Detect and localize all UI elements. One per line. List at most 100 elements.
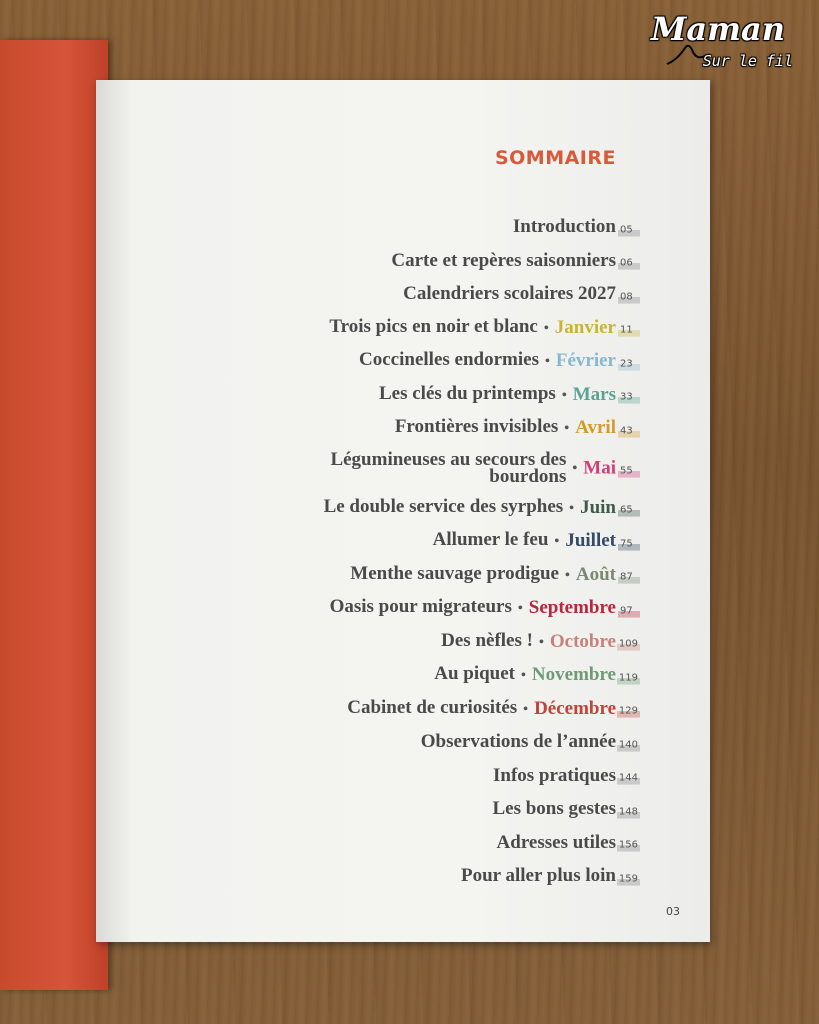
watermark-sub: Sur le fil [702,52,793,70]
toc-page-number: 65 [618,504,640,517]
toc-page-number: 11 [618,324,640,337]
toc-row: Pour aller plus loin 159 [96,859,710,893]
toc-page-number: 97 [618,605,640,618]
toc-title: Des nèfles ! [441,629,533,651]
toc-title: Les bons gestes [492,798,616,820]
toc-page-number: 140 [616,739,640,752]
mountain-line-icon [666,44,706,65]
separator-dot: • [544,354,550,370]
toc-entry: Cabinet de curiosités • Décembre [347,696,616,719]
toc-month: Juillet [565,530,616,552]
separator-dot: • [517,601,523,617]
toc-title: Frontières invisibles [394,416,559,438]
book-page: SOMMAIRE Introduction 05 Carte et repères … [96,80,710,942]
toc-entry: Infos pratiques [493,764,616,786]
toc-page-number: 05 [618,224,640,237]
toc-month: Mars [572,383,616,405]
toc-month: Septembre [528,597,616,619]
separator-dot: • [538,634,544,650]
toc-entry: Adresses utiles [496,831,616,853]
separator-dot: • [561,387,567,403]
toc-row: Trois pics en noir et blanc • Janvier 11 [96,311,710,345]
toc-page-number: 159 [616,873,640,886]
toc-title: Trois pics en noir et blanc [329,315,538,337]
toc-entry: Calendriers scolaires 2027 [403,283,616,305]
toc-page-number: 144 [616,772,640,785]
toc-page-number: 43 [618,425,640,438]
toc-page-number: 55 [618,465,640,478]
book-cover-edge [0,40,108,990]
separator-dot: • [523,701,529,717]
toc-entry: Trois pics en noir et blanc • Janvier [329,315,616,337]
watermark-main: Maman [650,10,785,48]
page-number: 03 [666,905,680,918]
toc-title: Pour aller plus loin [460,865,616,887]
toc-entry: Menthe sauvage prodigue • Août [350,562,616,585]
toc-page-number: 129 [616,705,640,718]
toc-entry: Carte et repères saisonniers [391,249,616,271]
toc-title: Calendriers scolaires 2027 [403,283,616,305]
toc-row: Des nèfles ! • Octobre 109 [96,625,710,659]
toc-title: Infos pratiques [493,764,616,786]
toc-row: Légumineuses au secours des bourdons • Mai… [96,445,710,491]
toc-entry: Légumineuses au secours des bourdons • Mai [326,448,616,487]
toc-row: Oasis pour migrateurs • Septembre 97 [96,591,710,625]
toc-title: Cabinet de curiosités [347,696,518,718]
page-title: SOMMAIRE [494,147,616,169]
toc-page-number: 119 [616,672,640,685]
toc-month: Mai [583,457,616,478]
toc-page-number: 75 [618,538,640,551]
toc-title: Allumer le feu [432,529,549,551]
toc-title: Observations de l’année [420,731,616,753]
toc-title: Introduction [512,216,616,238]
toc-month: Février [555,350,616,372]
separator-dot: • [572,460,578,476]
toc-page-number: 156 [616,839,640,852]
toc-month: Août [575,563,616,585]
toc-page-number: 109 [616,638,640,651]
toc-page-number: 87 [618,571,640,584]
separator-dot: • [569,500,575,516]
toc-entry: Oasis pour migrateurs • Septembre [329,596,616,619]
toc-title: Le double service des syrphes [323,495,564,517]
toc-title: Carte et repères saisonniers [391,249,616,271]
watermark-logo: Maman Sur le fil [651,8,795,86]
toc-title: Oasis pour migrateurs [329,596,512,618]
toc-row: Menthe sauvage prodigue • Août 87 [96,558,710,592]
toc-page-number: 08 [618,291,640,304]
toc-page-number: 148 [616,806,640,819]
toc-month: Décembre [534,697,616,719]
toc-month: Octobre [549,630,616,652]
toc-entry: Observations de l’année [420,731,616,753]
separator-dot: • [521,668,526,684]
toc-title: Les clés du printemps [379,382,556,404]
table-of-contents: Introduction 05 Carte et repères saisonnie… [96,210,710,893]
toc-title: Légumineuses au secours des bourdons [330,448,567,487]
toc-row: Carte et repères saisonniers 06 [96,244,710,278]
toc-entry: Le double service des syrphes • Juin [323,495,616,517]
toc-month: Avril [575,417,616,439]
toc-title: Menthe sauvage prodigue [350,562,559,584]
toc-page-number: 33 [618,391,640,404]
toc-row: Au piquet • Novembre 119 [96,658,710,692]
toc-entry: Au piquet • Novembre [434,664,616,684]
toc-page-number: 06 [618,257,640,270]
toc-row: Les bons gestes 148 [96,792,710,826]
toc-entry: Des nèfles ! • Octobre [441,629,616,652]
toc-row: Le double service des syrphes • Juin 65 [96,491,710,525]
toc-row: Cabinet de curiosités • Décembre 129 [96,692,710,726]
separator-dot: • [543,320,549,336]
toc-entry: Les clés du printemps • Mars [379,382,616,405]
toc-row: Adresses utiles 156 [96,826,710,860]
toc-row: Observations de l’année 140 [96,725,710,759]
toc-row: Allumer le feu • Juillet 75 [96,524,710,558]
toc-row: Infos pratiques 144 [96,759,710,793]
toc-entry: Les bons gestes [492,798,616,820]
toc-title: Adresses utiles [496,831,616,853]
separator-dot: • [554,534,560,550]
separator-dot: • [564,421,570,437]
toc-page-number: 23 [618,358,640,371]
toc-entry: Allumer le feu • Juillet [432,529,616,552]
toc-row: Introduction 05 [96,210,710,244]
toc-entry: Introduction [512,216,616,238]
